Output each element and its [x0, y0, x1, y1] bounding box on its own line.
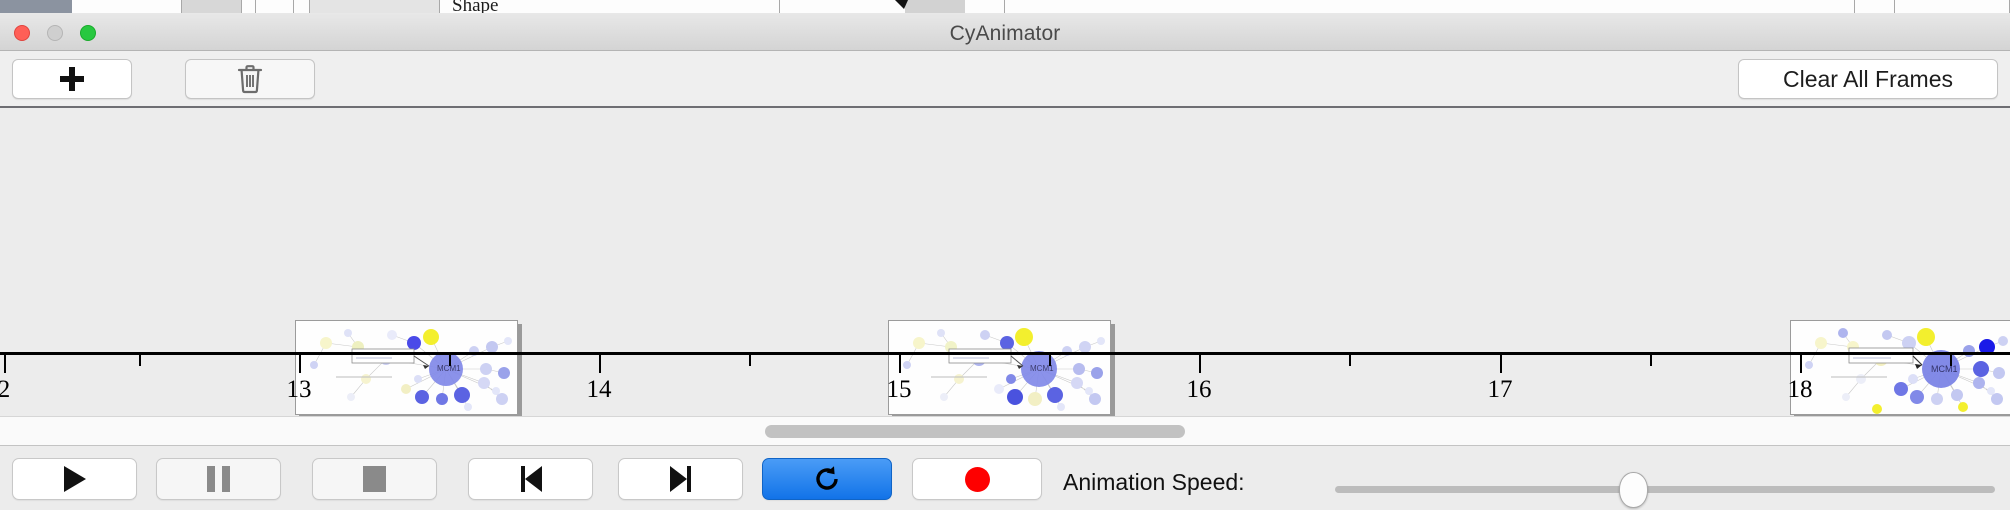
axis-tick	[4, 355, 6, 373]
loop-icon	[816, 466, 838, 490]
axis-tick	[1500, 355, 1502, 373]
axis-tick-minor	[449, 355, 451, 366]
loop-button[interactable]	[762, 458, 892, 500]
window-title: CyAnimator	[949, 22, 1061, 45]
timeline-scrollbar[interactable]	[0, 416, 2010, 446]
frame-thumbnail[interactable]: MCM1	[295, 320, 522, 416]
skip-forward-icon	[668, 466, 694, 492]
axis-tick-label: 18	[1787, 376, 1813, 403]
plus-icon	[60, 67, 84, 91]
background-selected-tab	[0, 0, 72, 13]
animation-speed-slider[interactable]	[1335, 472, 1995, 508]
axis-tick	[899, 355, 901, 373]
axis-tick-label: 15	[886, 376, 912, 403]
add-frame-button[interactable]	[12, 59, 132, 99]
skip-to-start-button[interactable]	[468, 458, 593, 500]
slider-thumb[interactable]	[1619, 472, 1648, 508]
close-button[interactable]	[14, 25, 30, 41]
skip-back-icon	[518, 466, 544, 492]
title-bar: CyAnimator	[0, 13, 2010, 51]
axis-tick-minor	[139, 355, 141, 366]
axis-baseline	[0, 352, 2010, 355]
network-preview: MCM1	[888, 320, 1111, 415]
play-button[interactable]	[12, 458, 137, 500]
background-window-strip: Shape	[0, 0, 2010, 14]
timeline-axis: 2 13 14 15 16 17 18 Seconds	[0, 352, 2010, 416]
record-button[interactable]	[912, 458, 1042, 500]
svg-text:MCM1: MCM1	[437, 364, 461, 373]
axis-tick-label: 16	[1186, 376, 1212, 403]
scrollbar-thumb[interactable]	[765, 425, 1185, 438]
frame-toolbar: Clear All Frames	[0, 51, 2010, 108]
skip-to-end-button[interactable]	[618, 458, 743, 500]
axis-tick-label: 17	[1487, 376, 1513, 403]
axis-tick-minor	[1650, 355, 1652, 366]
maximize-button[interactable]	[80, 25, 96, 41]
axis-tick-minor	[749, 355, 751, 366]
playback-control-bar: Animation Speed:	[0, 447, 2010, 510]
svg-text:MCM1: MCM1	[1931, 364, 1958, 374]
axis-tick-minor	[1049, 355, 1051, 366]
axis-tick-label: 13	[286, 376, 312, 403]
axis-tick-minor	[1950, 355, 1952, 366]
record-icon	[964, 466, 990, 492]
axis-tick	[599, 355, 601, 373]
background-window-text: Shape	[452, 0, 499, 14]
timeline-panel[interactable]: MCM1	[0, 108, 2010, 416]
delete-frame-button[interactable]	[185, 59, 315, 99]
stop-icon	[363, 466, 386, 492]
axis-tick	[1199, 355, 1201, 373]
frame-thumbnail[interactable]: MCM1	[888, 320, 1115, 416]
axis-tick	[299, 355, 301, 373]
network-preview: MCM1	[295, 320, 518, 415]
axis-tick	[1800, 355, 1802, 373]
minimize-button[interactable]	[47, 25, 63, 41]
clear-all-frames-button[interactable]: Clear All Frames	[1738, 59, 1998, 99]
pause-button[interactable]	[156, 458, 281, 500]
trash-icon	[237, 65, 263, 94]
axis-tick-label: 14	[586, 376, 612, 403]
axis-title: Seconds	[0, 414, 2010, 416]
axis-tick-label: 2	[0, 376, 11, 403]
play-icon	[63, 466, 86, 492]
svg-text:MCM1: MCM1	[1030, 364, 1054, 373]
slider-track	[1335, 486, 1995, 493]
stop-button[interactable]	[312, 458, 437, 500]
pause-icon	[207, 466, 230, 492]
axis-tick-minor	[1349, 355, 1351, 366]
animation-speed-label: Animation Speed:	[1063, 469, 1245, 495]
